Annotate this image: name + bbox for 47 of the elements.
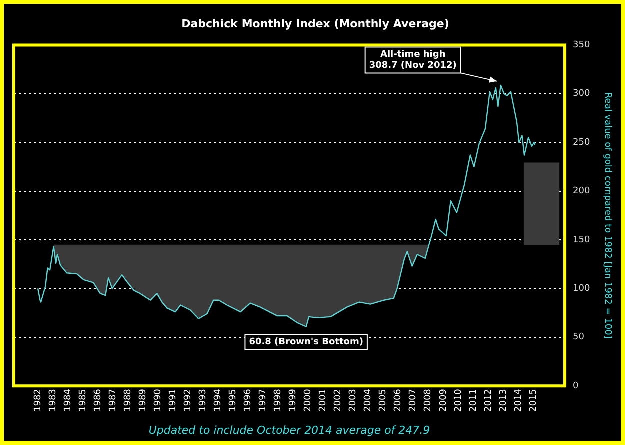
x-tick-label: 2008 [424,388,434,412]
x-tick-label: 1985 [78,389,88,412]
chart-title: Dabchick Monthly Index (Monthly Average) [182,17,450,30]
x-tick-label: 2006 [394,388,404,412]
x-tick-label: 2015 [528,389,539,412]
x-tick-label: 1989 [138,388,148,412]
annotation: 60.8 (Brown's Bottom) [249,338,364,348]
y-tick-label: 150 [573,235,590,246]
x-tick-label: 1988 [123,388,134,412]
x-tick-label: 1991 [168,389,178,412]
x-tick-label: 2002 [334,389,344,412]
x-tick-label: 2009 [438,388,449,412]
x-tick-label: 2007 [408,389,419,412]
x-tick-label: 1984 [63,388,74,412]
x-tick-label: 2013 [498,389,509,412]
x-tick-label: 2012 [484,389,494,412]
x-tick-label: 1996 [244,388,254,412]
x-tick-label: 1994 [214,388,224,412]
x-tick-label: 1986 [93,388,104,412]
x-tick-label: 2005 [378,389,389,412]
x-tick-label: 1993 [198,389,209,412]
y-tick-label: 100 [573,284,590,294]
x-tick-label: 1987 [108,389,118,412]
text: Updated to include October 2014 average of 247.9 [148,424,430,437]
x-tick-label: 1999 [288,388,299,412]
y-axis-title: Real value of gold compared to 1982 [Jan 1982 = 100] [602,92,612,339]
x-tick-label: 2010 [454,388,464,412]
y-tick-label: 300 [573,89,590,100]
x-tick-label: 2003 [348,389,359,412]
x-tick-label: 1990 [153,388,164,412]
y-tick-label: 250 [573,138,590,148]
x-tick-label: 1983 [48,389,58,412]
x-tick-label: 1992 [184,389,194,412]
x-tick-label: 1995 [228,389,239,412]
x-tick-label: 2014 [514,388,524,412]
y-tick-label: 200 [573,186,590,197]
x-tick-label: 1997 [258,389,269,412]
x-tick-label: 2000 [304,388,314,412]
y-tick-label: 350 [573,40,590,51]
x-tick-label: 1998 [274,388,284,412]
x-tick-label: 1982 [33,389,44,412]
y-tick-label: 0 [573,381,580,392]
y-tick-label: 50 [573,332,585,343]
x-tick-label: 2001 [318,389,329,412]
annotation: All-time high 308.7 (Nov 2012) [369,50,457,72]
x-tick-label: 2011 [468,389,479,412]
x-tick-label: 2004 [364,388,374,412]
